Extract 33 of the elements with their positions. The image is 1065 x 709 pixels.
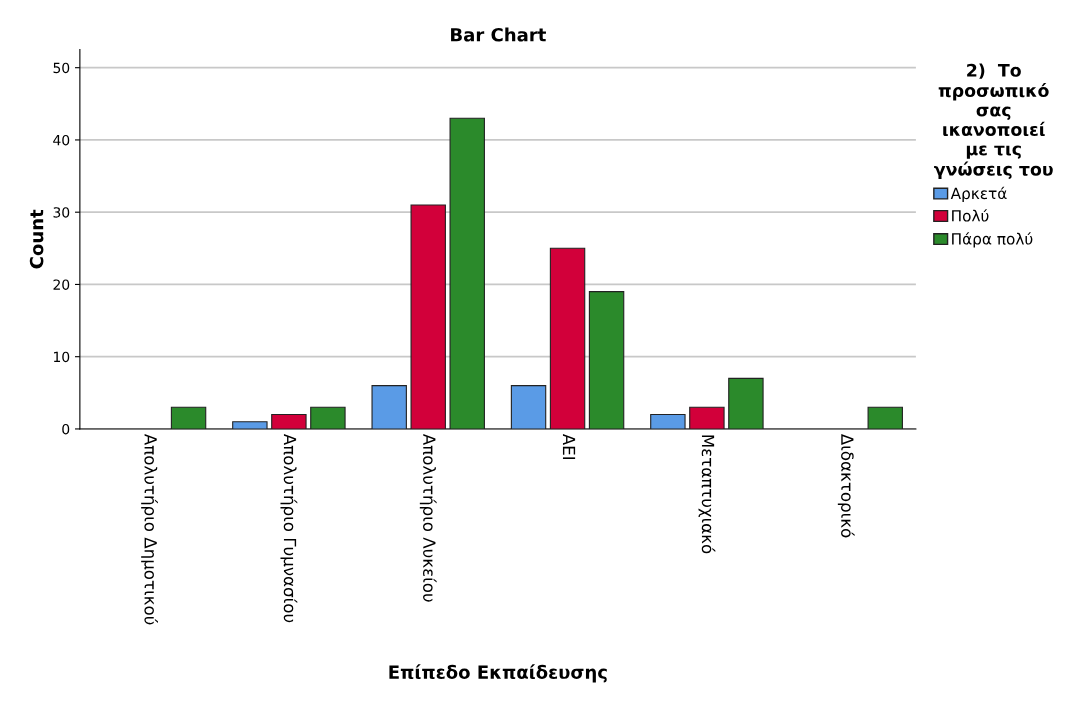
y-tick-label: 50 bbox=[53, 62, 70, 74]
bar bbox=[867, 406, 903, 429]
bar bbox=[170, 406, 207, 429]
y-tick-label: 10 bbox=[54, 351, 70, 363]
x-tick-label: Διδακτορικό bbox=[837, 433, 855, 538]
y-tick-label: 0 bbox=[62, 423, 70, 435]
bar bbox=[588, 291, 625, 429]
bar bbox=[310, 406, 346, 429]
bar bbox=[232, 421, 268, 429]
x-tick-label: Απολυτήριο Γυμνασίου bbox=[280, 433, 298, 623]
legend-label: Πάρα πολύ bbox=[952, 232, 1033, 248]
chart-title: Bar Chart bbox=[451, 27, 546, 42]
bar bbox=[728, 377, 764, 429]
x-tick-label: Απολυτήριο Δημοτικού bbox=[141, 433, 158, 625]
x-tick-label: Μεταπτυχιακό bbox=[698, 435, 716, 554]
x-tick-label: ΑΕΙ bbox=[562, 433, 576, 460]
bar bbox=[650, 413, 686, 429]
bar bbox=[410, 204, 446, 429]
bar bbox=[449, 117, 485, 429]
bar bbox=[549, 247, 586, 429]
x-axis-title: Επίπεδο Εκπαίδευσης bbox=[389, 664, 607, 683]
bar bbox=[689, 406, 725, 429]
y-tick-label: 20 bbox=[53, 279, 70, 290]
legend-label: Αρκετά bbox=[950, 186, 1007, 203]
y-tick-label: 30 bbox=[53, 207, 70, 218]
x-tick-label: Απολυτήριο Λυκείου bbox=[419, 433, 437, 602]
bar bbox=[510, 385, 547, 429]
y-tick-label: 40 bbox=[53, 134, 70, 146]
bar bbox=[371, 385, 407, 429]
bar bbox=[271, 413, 307, 429]
y-axis-title: Count bbox=[29, 209, 44, 269]
legend-label: Πολύ bbox=[952, 209, 989, 222]
legend-title: 2) Το προσωπικό σας ικανοποιεί με τις γνώσεις του bbox=[934, 63, 1053, 180]
